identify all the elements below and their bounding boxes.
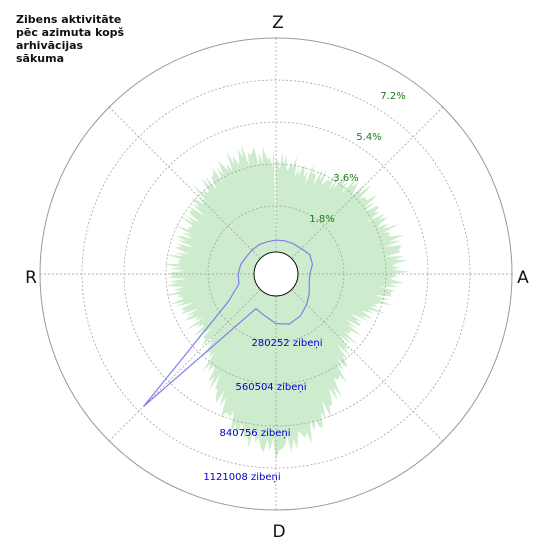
count-line bbox=[143, 239, 314, 407]
percent-area bbox=[163, 145, 412, 461]
chart-title: Zibens aktivitāte pēc azimuta kopš arhiv… bbox=[16, 13, 125, 65]
percent-ring-label: 7.2% bbox=[380, 91, 405, 102]
direction-south-label: D bbox=[272, 522, 285, 542]
count-ring-label: 280252 zibeņi bbox=[252, 338, 323, 349]
direction-north-label: Z bbox=[272, 13, 284, 33]
direction-east-label: A bbox=[517, 268, 529, 288]
count-ring-label: 1121008 zibeņi bbox=[203, 472, 280, 483]
direction-west-label: R bbox=[25, 268, 37, 288]
count-ring-label: 560504 zibeņi bbox=[236, 382, 307, 393]
count-line-layer bbox=[143, 239, 314, 407]
percent-ring-label: 3.6% bbox=[333, 173, 358, 184]
count-ring-label: 840756 zibeņi bbox=[220, 428, 291, 439]
percent-ring-label: 5.4% bbox=[356, 132, 381, 143]
percent-area-layer bbox=[163, 145, 412, 461]
ring-labels: 1.8% 3.6% 5.4% 7.2% 280252 zibeņi 560504 zibe… bbox=[203, 91, 405, 483]
center-hole bbox=[253, 251, 299, 297]
percent-ring-label: 1.8% bbox=[309, 214, 334, 225]
